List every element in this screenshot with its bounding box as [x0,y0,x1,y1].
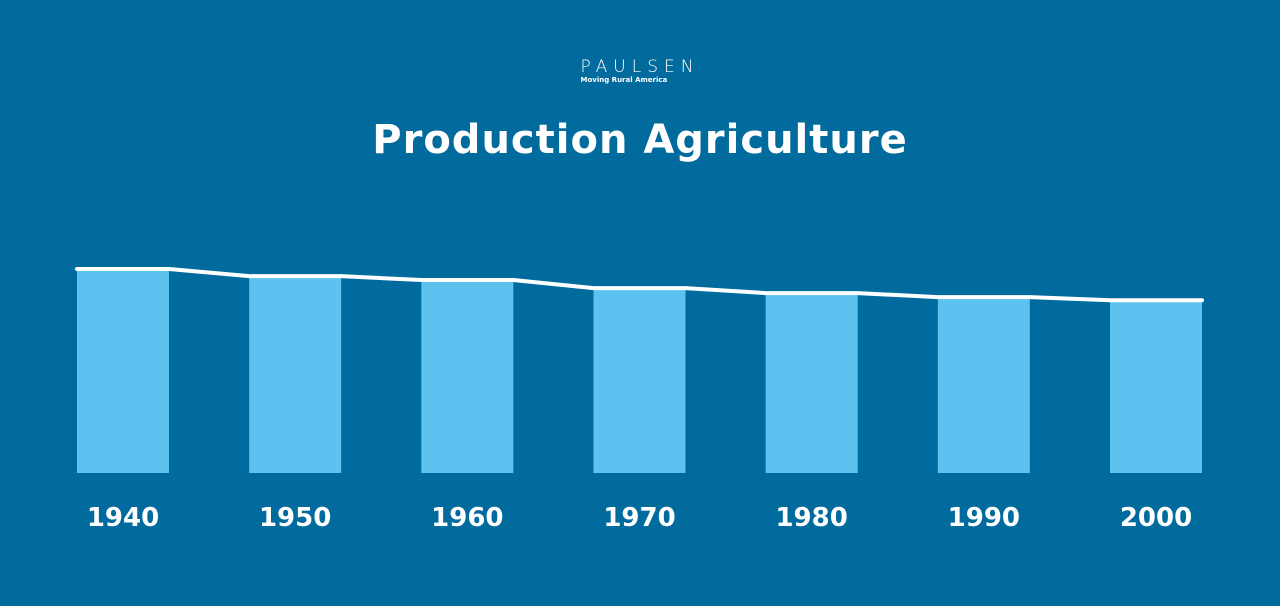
brand-logo: PAULSEN Moving Rural America [0,56,1280,86]
x-tick-label-1970: 1970 [603,503,675,533]
bars [77,269,1202,473]
x-tick-label-1990: 1990 [948,503,1020,533]
bar-1960 [421,280,514,473]
chart-title: Production Agriculture [372,117,908,163]
bar-1970 [593,288,686,473]
bar-1950 [249,276,342,473]
x-tick-label-1960: 1960 [431,503,503,533]
bar-1990 [937,297,1030,473]
x-tick-label-1980: 1980 [775,503,847,533]
brand-name: PAULSEN [580,57,700,77]
x-tick-label-1940: 1940 [87,503,159,533]
x-tick-label-2000: 2000 [1120,503,1192,533]
x-tick-label-1950: 1950 [259,503,331,533]
trend-line [75,267,1204,303]
bar-1940 [77,269,169,473]
bar-2000 [1110,300,1202,473]
bar-1980 [765,293,858,473]
brand-tagline: Moving Rural America [580,76,668,84]
